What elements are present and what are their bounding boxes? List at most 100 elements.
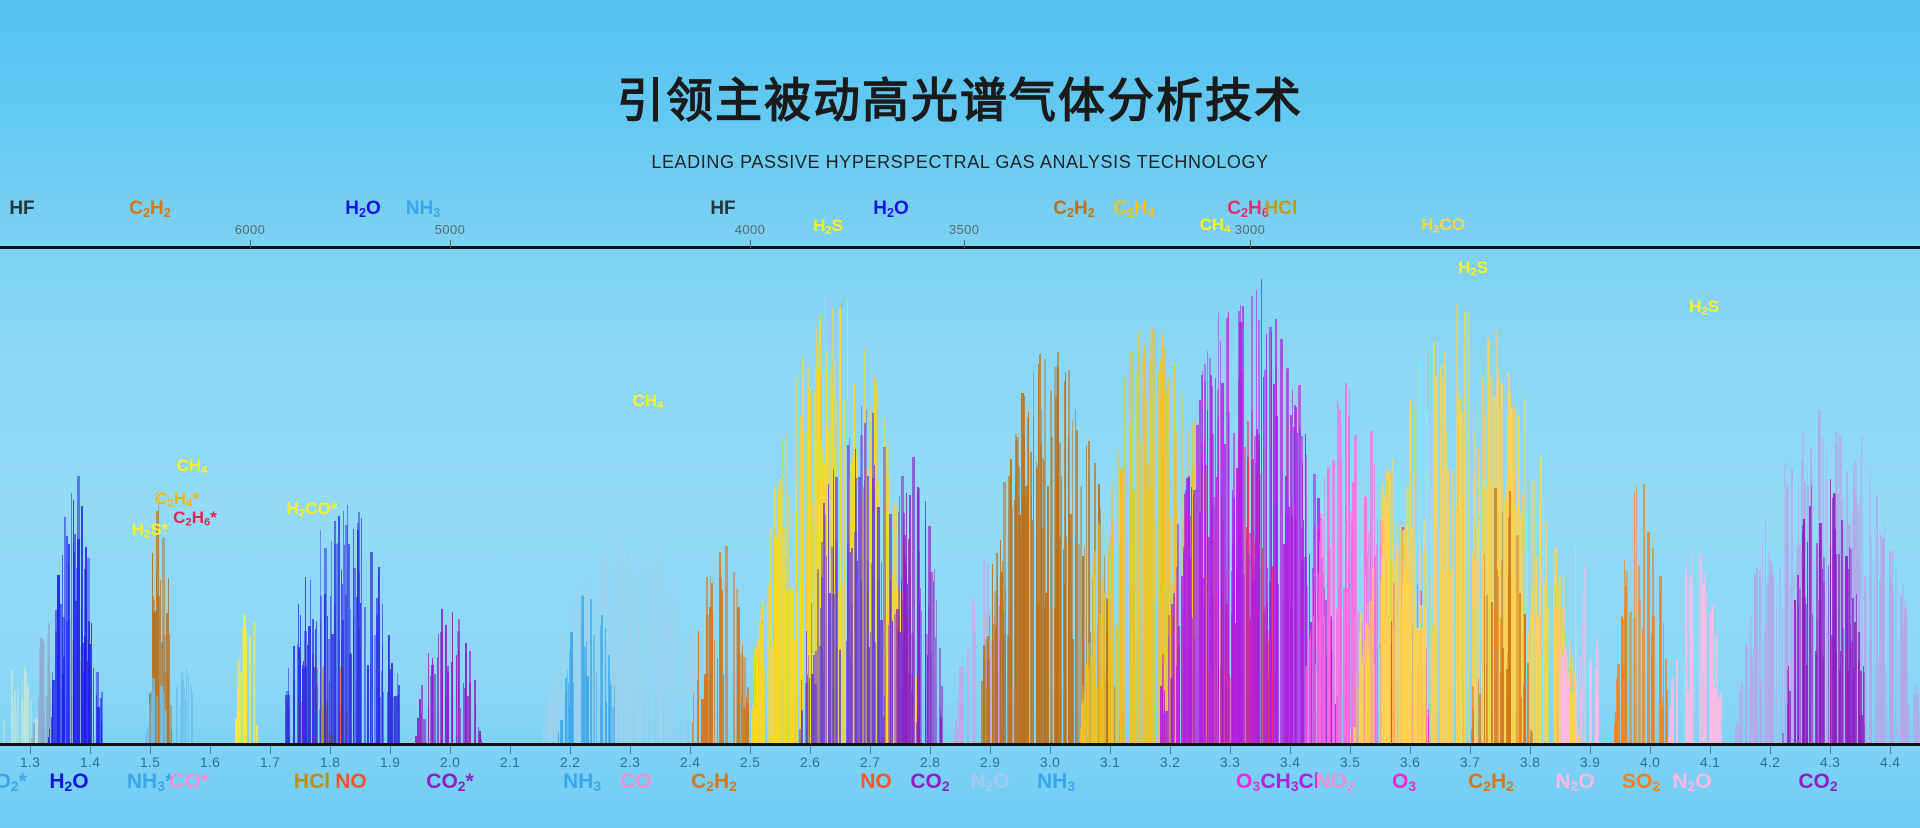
wavelength-tick-label: 2.3 (619, 754, 641, 770)
spectral-line (197, 736, 200, 744)
spectral-line (1210, 386, 1213, 744)
spectral-line (1815, 542, 1818, 744)
spectral-line (1765, 519, 1767, 744)
spectral-line (243, 639, 245, 744)
spectral-line (1397, 546, 1400, 744)
bottom-gas-label-co2star: CO2* (0, 770, 27, 795)
spectral-line (1450, 569, 1453, 744)
spectral-line (737, 669, 740, 744)
spectral-line (382, 604, 384, 744)
spectral-line (1230, 678, 1231, 744)
spectral-line (1498, 407, 1501, 744)
spectral-line (1441, 571, 1443, 744)
spectral-line (1081, 705, 1083, 744)
bottom-gas-label-no: NO (335, 770, 367, 793)
spectral-line (1858, 499, 1860, 744)
spectral-line (1001, 560, 1003, 744)
spectral-line (1687, 630, 1689, 744)
spectral-line (1797, 544, 1801, 744)
spectral-line (1463, 444, 1466, 744)
spectral-line (594, 645, 597, 744)
spectral-line (1373, 463, 1375, 744)
spectral-line (1058, 443, 1061, 744)
wavenumber-tick-label: 4000 (734, 222, 766, 237)
spectral-line (1220, 589, 1223, 744)
spectral-line (1521, 596, 1523, 744)
spectral-line (846, 543, 849, 744)
spectral-line (1885, 670, 1887, 744)
spectral-line (1471, 729, 1475, 744)
spectral-line (1081, 556, 1084, 744)
spectral-line (928, 605, 929, 744)
wavelength-tick-label: 3.2 (1159, 754, 1181, 770)
spectral-line (782, 567, 785, 744)
spectral-line (750, 724, 752, 744)
spectral-line (1572, 658, 1574, 744)
spectral-line (800, 710, 803, 744)
spectral-line (1216, 390, 1219, 744)
spectral-line (152, 691, 156, 744)
spectral-line (236, 658, 240, 744)
spectral-line (1771, 573, 1774, 744)
spectral-line (1003, 611, 1005, 744)
spectral-line (1660, 696, 1663, 744)
wavelength-tick-label: 2.5 (739, 754, 761, 770)
spectral-line (751, 708, 754, 744)
spectral-line (867, 476, 870, 744)
spectral-line (1421, 626, 1423, 744)
spectral-line (1062, 549, 1064, 744)
spectral-line (955, 732, 958, 744)
spectral-line (1253, 526, 1255, 744)
spectral-line (1460, 588, 1462, 744)
spectral-line (1513, 590, 1517, 744)
spectral-line (80, 607, 82, 744)
spectral-line (1040, 443, 1043, 744)
spectral-line (914, 675, 918, 744)
spectral-line (1685, 565, 1687, 744)
spectral-line (1658, 576, 1662, 744)
spectral-line (1176, 567, 1179, 744)
spectral-line (960, 666, 964, 744)
spectral-line (1518, 506, 1520, 744)
spectral-line (1237, 381, 1239, 744)
spectral-line (13, 707, 15, 744)
spectral-line (865, 409, 867, 744)
spectral-line (1483, 554, 1485, 744)
spectral-line (566, 670, 568, 744)
spectral-line (1734, 728, 1737, 744)
spectral-line (1356, 672, 1357, 744)
spectral-line (560, 720, 564, 744)
spectral-line (1685, 569, 1688, 744)
spectral-line (1539, 516, 1541, 744)
spectral-line (1089, 657, 1093, 744)
spectral-line (1392, 459, 1395, 744)
spectral-line (1853, 667, 1856, 744)
spectral-line (904, 554, 907, 744)
spectral-line (808, 677, 810, 744)
spectral-line (792, 482, 794, 744)
spectral-line (156, 511, 159, 744)
spectral-line (547, 715, 549, 744)
spectral-line (1292, 427, 1295, 744)
spectral-line (786, 589, 790, 744)
spectral-line (596, 670, 598, 744)
spectral-line (92, 668, 94, 744)
spectral-line (1739, 693, 1742, 744)
spectral-line (1439, 365, 1442, 744)
spectral-line (1531, 585, 1534, 744)
spectral-line (1271, 565, 1274, 744)
spectral-line (56, 574, 60, 744)
spectral-line (1443, 570, 1446, 744)
spectral-line (983, 645, 985, 744)
spectral-line (717, 657, 718, 744)
spectral-line (793, 638, 796, 744)
spectral-line (375, 597, 378, 744)
spectral-line (818, 369, 820, 744)
spectral-line (1652, 615, 1655, 744)
bottom-gas-label-h2o: H2O (49, 770, 89, 795)
spectral-line (70, 696, 74, 744)
spectral-line (1438, 530, 1441, 744)
spectral-line (664, 608, 667, 744)
spectral-line (1068, 513, 1072, 744)
spectral-line (1011, 507, 1013, 744)
